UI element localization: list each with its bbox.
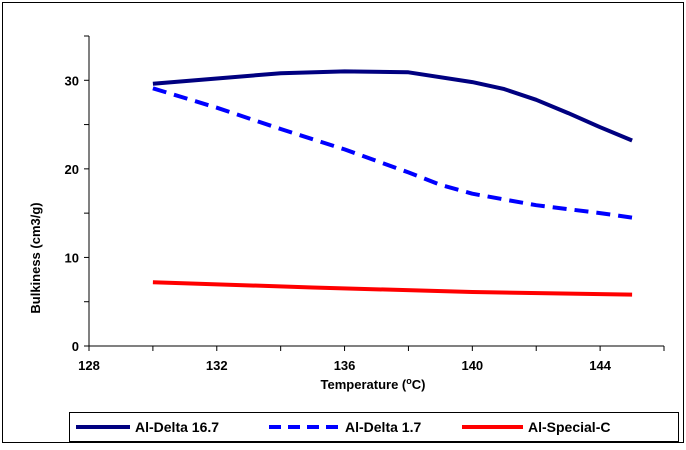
- axes: 128 132 136 140 144 0 10 20 30: [65, 35, 665, 373]
- x-axis-title-main: Temperature (: [321, 377, 407, 392]
- y-tick-label: 20: [65, 162, 79, 177]
- series-layer: [152, 69, 633, 297]
- legend-label-1: Al-Delta 16.7: [135, 419, 219, 435]
- chart-border: [2, 2, 684, 443]
- legend-label-2: Al-Delta 1.7: [345, 419, 421, 435]
- x-tick-label: 132: [206, 358, 228, 373]
- x-tick-label: 128: [78, 358, 100, 373]
- y-tick-label: 0: [72, 339, 79, 354]
- x-axis-title-suffix: C): [412, 377, 426, 392]
- y-axis-title: Bulkiness (cm3/g): [28, 202, 43, 313]
- series-line-3: [152, 280, 633, 297]
- x-tick-label: 136: [334, 358, 356, 373]
- x-tick-label: 140: [461, 358, 483, 373]
- x-tick-label: 144: [589, 358, 611, 373]
- y-tick-label: 30: [65, 73, 79, 88]
- x-axis-title-superscript: o: [406, 376, 412, 386]
- x-axis-title: Temperature (oC): [321, 376, 426, 392]
- legend-label-3: Al-Special-C: [528, 419, 610, 435]
- series-line-1: [152, 69, 633, 143]
- legend: Al-Delta 16.7 Al-Delta 1.7 Al-Special-C: [69, 412, 679, 442]
- legend-box: [69, 412, 679, 442]
- series-line-2: [152, 86, 633, 220]
- y-tick-label: 10: [65, 250, 79, 265]
